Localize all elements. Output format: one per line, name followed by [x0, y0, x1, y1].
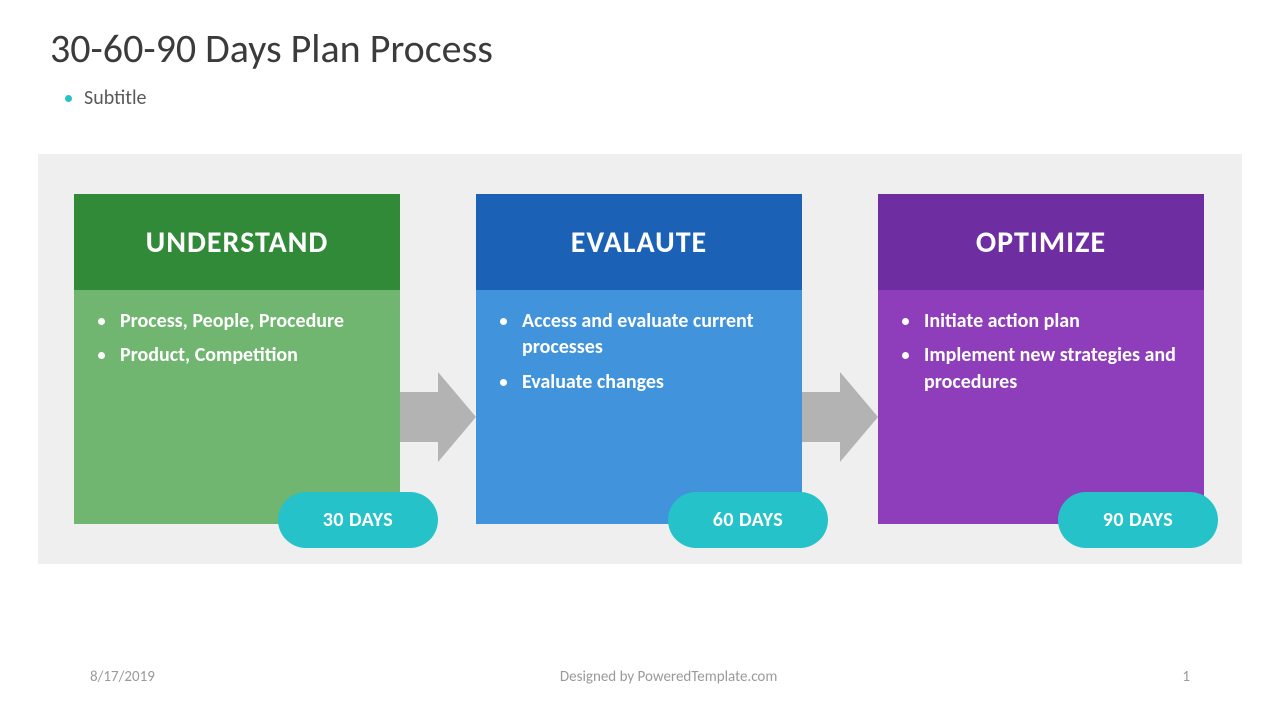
- slide-title: 30-60-90 Days Plan Process: [50, 24, 493, 73]
- stage-understand: UNDERSTAND Process, People, Procedure Pr…: [74, 194, 400, 524]
- stage-bullet: Access and evaluate current processes: [500, 308, 784, 361]
- footer-date: 8/17/2019: [90, 668, 155, 686]
- days-badge-30: 30 DAYS: [278, 492, 438, 548]
- stage-bullet: Initiate action plan: [902, 308, 1186, 334]
- bullet-icon: [65, 95, 72, 102]
- slide: 30-60-90 Days Plan Process Subtitle UNDE…: [0, 0, 1280, 720]
- stage-bullet: Product, Competition: [98, 342, 382, 368]
- stage-body: Process, People, Procedure Product, Comp…: [74, 290, 400, 524]
- stage-container: UNDERSTAND Process, People, Procedure Pr…: [38, 154, 1242, 564]
- stage-body: Access and evaluate current processes Ev…: [476, 290, 802, 524]
- subtitle-row: Subtitle: [65, 86, 147, 110]
- stage-bullet: Implement new strategies and procedures: [902, 342, 1186, 395]
- footer-page: 1: [1182, 668, 1190, 686]
- stage-bullet: Evaluate changes: [500, 369, 784, 395]
- slide-subtitle: Subtitle: [84, 86, 147, 110]
- content-panel: UNDERSTAND Process, People, Procedure Pr…: [38, 154, 1242, 564]
- stage-heading: UNDERSTAND: [74, 194, 400, 290]
- stage-evaluate: EVALAUTE Access and evaluate current pro…: [476, 194, 802, 524]
- footer-credit: Designed by PoweredTemplate.com: [560, 668, 777, 686]
- slide-footer: 8/17/2019 Designed by PoweredTemplate.co…: [90, 668, 1190, 686]
- stage-optimize: OPTIMIZE Initiate action plan Implement …: [878, 194, 1204, 524]
- stage-bullet: Process, People, Procedure: [98, 308, 382, 334]
- days-badge-90: 90 DAYS: [1058, 492, 1218, 548]
- stage-heading: EVALAUTE: [476, 194, 802, 290]
- stage-heading: OPTIMIZE: [878, 194, 1204, 290]
- days-badge-60: 60 DAYS: [668, 492, 828, 548]
- stage-body: Initiate action plan Implement new strat…: [878, 290, 1204, 524]
